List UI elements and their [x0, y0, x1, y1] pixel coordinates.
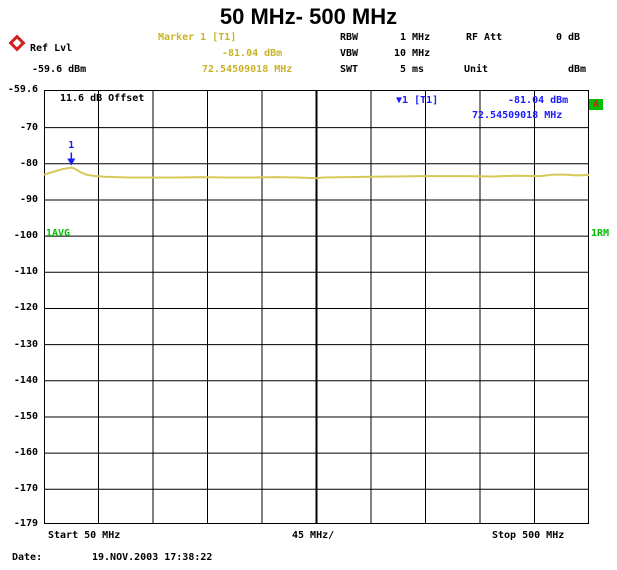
marker-box-label-text: 1 [T1]: [402, 95, 439, 106]
y-tick-label: -130: [13, 338, 38, 350]
y-tick-label: -59.6: [7, 84, 38, 95]
rbw-value: 1 MHz: [400, 32, 431, 43]
marker-number-label: 1: [68, 139, 75, 151]
marker-label: Marker 1 [T1]: [158, 32, 237, 43]
spectrum-plot: [44, 90, 589, 524]
trace-layer: [44, 166, 589, 180]
marker-triangle-icon: ▼: [396, 95, 403, 106]
chart-title: 50 MHz- 500 MHz: [219, 4, 398, 29]
ref-lvl-value: -59.6 dBm: [32, 64, 87, 75]
offset-label: 11.6 dB Offset: [60, 93, 145, 104]
y-tick-label: -100: [13, 230, 38, 242]
y-tick-label: -110: [13, 266, 38, 278]
rf-att-label: RF Att: [466, 32, 503, 43]
span-per-division: 45 MHz/: [292, 530, 335, 541]
avg-badge: 1AVG: [46, 228, 71, 239]
rf-att-value: 0 dB: [556, 32, 581, 43]
unit-value: dBm: [568, 64, 587, 75]
rohde-schwarz-logo-icon: [8, 34, 26, 52]
y-tick-label: -160: [13, 447, 38, 459]
marker-level: -81.04 dBm: [222, 48, 283, 59]
y-tick-label: -80: [19, 157, 38, 169]
marker-box-label: ▼1 [T1]: [396, 95, 438, 106]
marker-box-frequency: 72.54509018 MHz: [472, 110, 563, 121]
vbw-value: 10 MHz: [394, 48, 431, 59]
marker-box-level: -81.04 dBm: [508, 95, 569, 106]
grid: [44, 90, 589, 524]
marker-layer: [67, 152, 76, 166]
y-tick-label: -170: [13, 483, 38, 495]
y-tick-label: -179: [13, 518, 38, 529]
date-label: Date:: [12, 552, 43, 563]
rbw-label: RBW: [340, 32, 359, 43]
y-tick-label: -120: [13, 302, 38, 314]
unit-label: Unit: [464, 64, 489, 75]
ref-lvl-label: Ref Lvl: [30, 43, 73, 54]
y-tick-label: -70: [19, 121, 38, 133]
a-badge: A: [589, 99, 604, 110]
vbw-label: VBW: [340, 48, 359, 59]
y-tick-label: -90: [19, 193, 38, 205]
stop-frequency: Stop 500 MHz: [492, 530, 565, 541]
marker-frequency: 72.54509018 MHz: [202, 64, 293, 75]
swt-label: SWT: [340, 64, 359, 75]
y-tick-label: -150: [13, 410, 38, 422]
y-tick-label: -140: [13, 374, 38, 386]
rm-badge: 1RM: [591, 228, 610, 239]
start-frequency: Start 50 MHz: [48, 530, 121, 541]
swt-value: 5 ms: [400, 64, 425, 75]
trace-line: [44, 166, 589, 180]
marker-point: [67, 158, 76, 166]
date-value: 19.NOV.2003 17:38:22: [92, 552, 213, 563]
